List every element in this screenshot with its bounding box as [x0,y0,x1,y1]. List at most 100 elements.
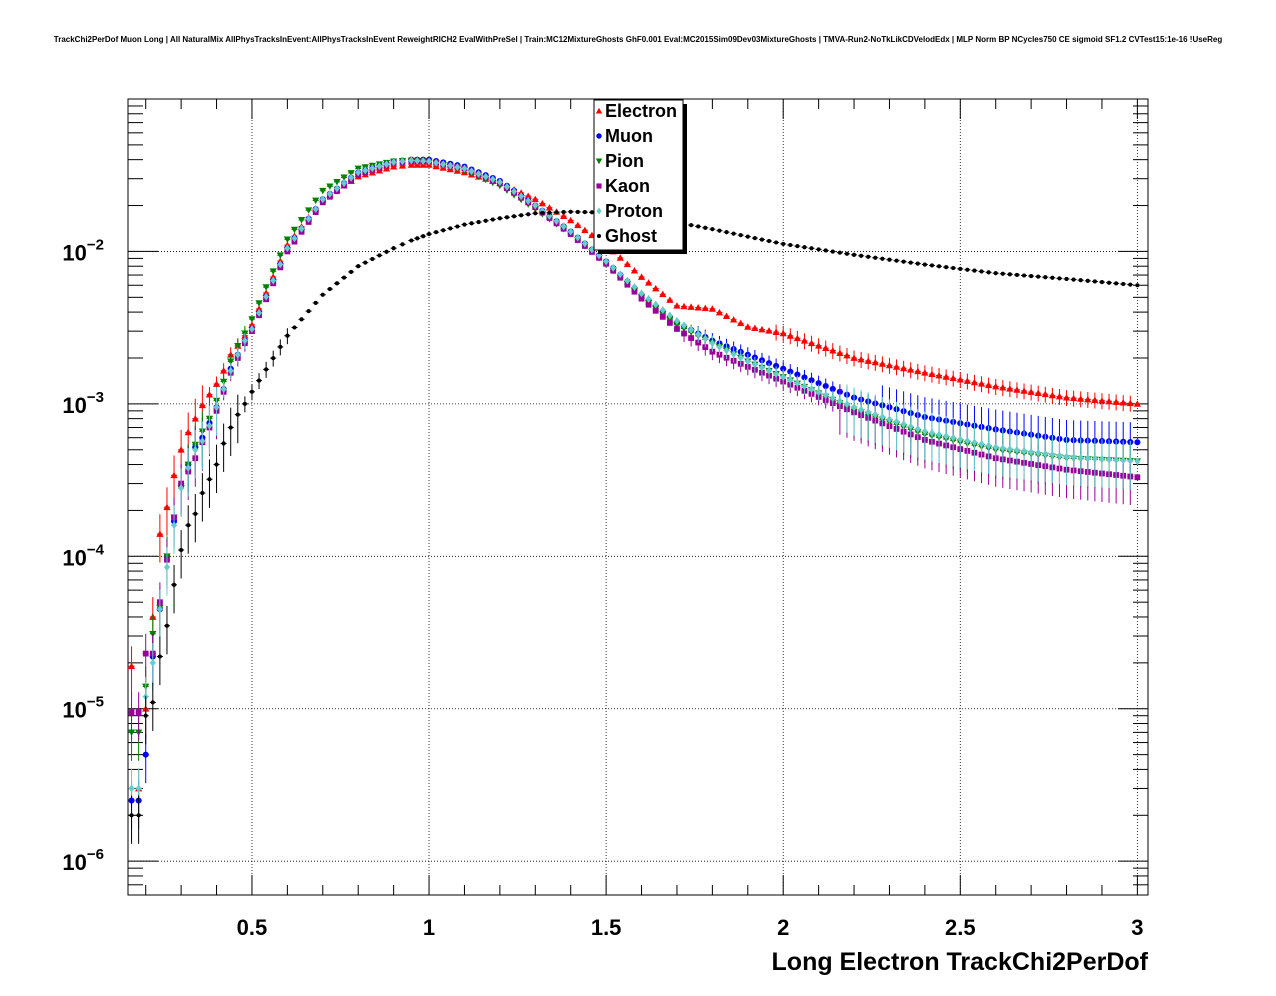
data-point [193,511,198,516]
data-point [780,373,787,381]
data-point [164,623,169,628]
y-tick-label: 10−5 [62,694,104,723]
data-point [319,187,327,195]
data-point [1062,393,1071,401]
data-point [1056,451,1063,460]
data-point [616,254,624,261]
data-point [680,302,688,310]
data-point [340,174,348,182]
data-point [1084,454,1091,463]
data-point [1049,450,1056,459]
data-point [844,251,849,256]
data-point [758,325,766,333]
data-point [220,385,227,394]
x-tick-labels: 0.5 1 1.5 2 2.5 3 [237,915,1144,940]
data-point [490,217,495,222]
data-point [415,236,420,241]
data-point [554,210,559,215]
data-point [524,192,532,199]
data-point [709,339,716,348]
data-point [433,158,440,167]
data-point [659,290,667,298]
data-point [533,211,538,216]
data-point [234,350,241,359]
data-point [921,427,928,436]
data-point [1007,272,1012,277]
data-point [809,246,814,251]
data-point [673,321,681,329]
data-point [414,156,421,165]
data-point [1092,279,1097,284]
data-point [765,327,773,334]
data-point [257,378,262,383]
data-point [426,157,432,166]
data-point [142,650,149,657]
data-point [483,218,488,223]
data-point [724,230,729,235]
data-point [277,260,284,269]
data-point [652,300,659,309]
data-point [871,358,879,366]
data-point [512,214,517,219]
data-point [469,221,474,226]
data-point [255,300,263,307]
data-point [184,428,192,436]
data-point [447,161,454,170]
data-point [886,415,893,424]
data-point [944,265,949,270]
data-point [865,408,872,417]
data-point [476,220,481,225]
data-point [1063,452,1070,461]
data-point [645,301,652,308]
data-point [900,364,908,372]
data-point [885,361,894,369]
data-point [852,252,857,257]
data-point [468,167,475,176]
data-point [455,224,460,229]
data-point [320,292,325,297]
data-point [992,382,1000,390]
data-point [567,227,574,236]
x-tick-label: 3 [1131,915,1143,940]
data-point [1113,455,1120,464]
data-point [1098,397,1106,404]
data-point [645,295,652,303]
data-point [786,332,794,339]
data-point [135,709,142,716]
data-point [836,397,843,406]
data-point [164,563,170,572]
data-point [986,270,991,275]
data-point [334,184,340,193]
data-point [815,388,822,397]
data-point [999,444,1006,453]
data-point [688,335,695,341]
data-point [751,324,759,332]
data-point [407,161,415,168]
data-point [390,158,397,167]
data-point [943,432,950,441]
data-point [172,582,177,587]
data-point [880,256,885,261]
data-point [129,813,134,818]
data-point [312,197,320,205]
data-point [815,342,823,349]
data-point [822,344,830,352]
data-point [829,385,836,392]
data-point [270,276,277,285]
x-axis-label: Long Electron TrackChi2PerDof [772,948,1149,976]
data-point [843,351,851,359]
data-point [326,183,334,190]
data-point [681,330,687,337]
data-point [956,376,964,383]
y-tick-label: 10−3 [62,389,104,418]
data-point [687,303,695,310]
data-point [382,165,391,172]
data-point [1057,276,1062,281]
data-point [808,377,815,384]
data-point [978,440,985,448]
data-point [666,320,673,326]
data-point [1084,395,1092,403]
data-point [701,304,709,312]
data-point [964,436,971,445]
data-point [715,308,724,316]
